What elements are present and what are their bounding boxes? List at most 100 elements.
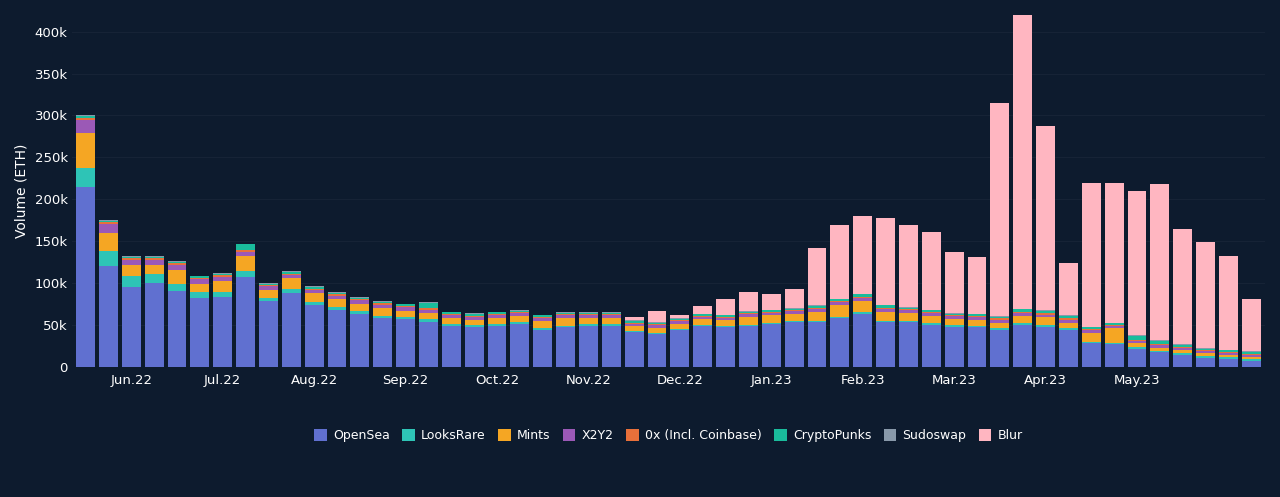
Bar bbox=[1242, 361, 1261, 367]
Bar bbox=[899, 309, 918, 310]
Bar bbox=[762, 313, 781, 315]
Bar bbox=[1151, 347, 1169, 350]
Bar bbox=[191, 292, 209, 298]
Bar bbox=[1151, 350, 1169, 352]
Bar bbox=[305, 289, 324, 290]
Bar bbox=[168, 261, 187, 263]
Bar bbox=[351, 314, 369, 367]
Bar bbox=[328, 294, 347, 296]
Bar bbox=[99, 221, 118, 222]
Bar bbox=[419, 319, 438, 322]
Bar bbox=[237, 250, 255, 251]
Bar bbox=[877, 309, 895, 312]
Bar bbox=[785, 309, 804, 310]
Bar bbox=[305, 287, 324, 289]
Bar bbox=[671, 330, 689, 367]
Bar bbox=[1082, 332, 1101, 342]
Bar bbox=[488, 326, 507, 367]
Bar bbox=[991, 317, 1009, 319]
Bar bbox=[351, 300, 369, 304]
Bar bbox=[465, 317, 484, 320]
Bar bbox=[1059, 323, 1078, 329]
Bar bbox=[922, 313, 941, 316]
Bar bbox=[305, 286, 324, 287]
Bar bbox=[511, 312, 529, 313]
Bar bbox=[1219, 256, 1238, 350]
Bar bbox=[1128, 340, 1147, 341]
Bar bbox=[968, 315, 987, 316]
Bar bbox=[214, 273, 232, 274]
Bar bbox=[305, 293, 324, 302]
Bar bbox=[1037, 327, 1055, 367]
Bar bbox=[739, 315, 758, 317]
Bar bbox=[922, 312, 941, 313]
Bar bbox=[854, 301, 872, 313]
Bar bbox=[808, 312, 827, 321]
Bar bbox=[1059, 330, 1078, 367]
Bar bbox=[419, 302, 438, 303]
Bar bbox=[122, 265, 141, 276]
Bar bbox=[511, 324, 529, 367]
Bar bbox=[557, 328, 575, 367]
Bar bbox=[877, 305, 895, 308]
Bar bbox=[1014, 316, 1032, 324]
Bar bbox=[991, 316, 1009, 317]
Bar bbox=[1082, 329, 1101, 330]
Bar bbox=[945, 315, 964, 316]
Bar bbox=[968, 257, 987, 314]
Bar bbox=[191, 276, 209, 278]
Bar bbox=[1174, 229, 1192, 344]
Bar bbox=[671, 329, 689, 330]
Bar bbox=[854, 294, 872, 297]
Bar bbox=[282, 293, 301, 367]
Bar bbox=[1059, 329, 1078, 330]
Bar bbox=[1014, 325, 1032, 367]
Bar bbox=[785, 289, 804, 308]
Bar bbox=[465, 316, 484, 317]
Bar bbox=[991, 330, 1009, 367]
Bar bbox=[671, 318, 689, 319]
Bar bbox=[762, 294, 781, 310]
Bar bbox=[511, 313, 529, 316]
Bar bbox=[511, 310, 529, 311]
Bar bbox=[214, 297, 232, 367]
Bar bbox=[259, 283, 278, 284]
Bar bbox=[717, 326, 735, 328]
Bar bbox=[122, 258, 141, 259]
Bar bbox=[99, 233, 118, 251]
Bar bbox=[305, 302, 324, 305]
Bar bbox=[99, 251, 118, 266]
Bar bbox=[534, 318, 552, 321]
Bar bbox=[717, 315, 735, 317]
Bar bbox=[1105, 329, 1124, 342]
Bar bbox=[282, 278, 301, 289]
Bar bbox=[762, 310, 781, 312]
Bar bbox=[168, 264, 187, 270]
Bar bbox=[1242, 351, 1261, 352]
Bar bbox=[351, 312, 369, 314]
Bar bbox=[145, 256, 164, 258]
Bar bbox=[1197, 242, 1215, 348]
Bar bbox=[77, 120, 95, 133]
Bar bbox=[557, 318, 575, 326]
Bar bbox=[328, 299, 347, 307]
Bar bbox=[1174, 350, 1192, 353]
Bar bbox=[739, 312, 758, 314]
Bar bbox=[602, 318, 621, 324]
Bar bbox=[945, 316, 964, 319]
Bar bbox=[397, 305, 415, 306]
Bar bbox=[1105, 342, 1124, 344]
Bar bbox=[168, 270, 187, 284]
Bar bbox=[511, 316, 529, 322]
Bar bbox=[648, 322, 667, 323]
Bar bbox=[351, 298, 369, 299]
Bar bbox=[77, 118, 95, 120]
Bar bbox=[808, 308, 827, 309]
Bar bbox=[808, 323, 827, 367]
Bar bbox=[968, 316, 987, 317]
Bar bbox=[991, 323, 1009, 329]
Bar bbox=[374, 308, 392, 316]
Bar bbox=[1128, 335, 1147, 336]
Bar bbox=[191, 279, 209, 284]
Bar bbox=[991, 103, 1009, 316]
